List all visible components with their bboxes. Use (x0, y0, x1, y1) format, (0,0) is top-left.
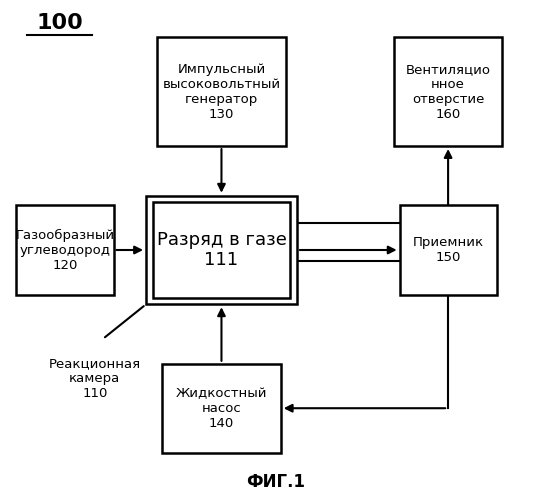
Text: Реакционная
камера
110: Реакционная камера 110 (49, 357, 141, 400)
Text: Газообразный
углеводород
120: Газообразный углеводород 120 (15, 228, 115, 272)
Bar (157, 38, 286, 146)
Bar (146, 196, 297, 304)
Text: Вентиляцио
нное
отверстие
160: Вентиляцио нное отверстие 160 (406, 63, 490, 121)
Bar (394, 38, 502, 146)
Text: ФИГ.1: ФИГ.1 (246, 474, 305, 492)
Text: Жидкостный
насос
140: Жидкостный насос 140 (176, 386, 267, 430)
Bar (153, 202, 290, 298)
Bar (16, 206, 113, 294)
Text: 100: 100 (36, 12, 83, 32)
Text: Разряд в газе
111: Разряд в газе 111 (157, 230, 287, 270)
Bar (162, 364, 281, 452)
Text: Приемник
150: Приемник 150 (413, 236, 484, 264)
Bar (399, 206, 496, 294)
Text: Импульсный
высоковольтный
генератор
130: Импульсный высоковольтный генератор 130 (162, 63, 281, 121)
